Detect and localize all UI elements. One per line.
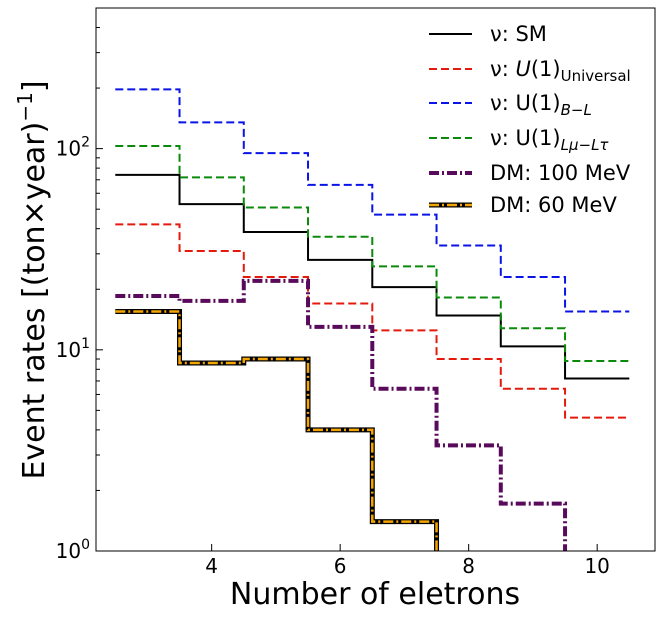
series-line-2 <box>115 223 630 419</box>
legend-label-1: ν: SM <box>490 22 547 46</box>
y-axis-title: Event rates [(ton×year)−1] <box>13 80 52 479</box>
plot-frame <box>95 7 656 552</box>
x-tick-label: 8 <box>462 554 475 578</box>
x-tick-label: 4 <box>205 554 218 578</box>
y-tick-label: 101 <box>56 336 90 362</box>
series-line-6-overlay <box>115 310 438 551</box>
y-tick-label: 100 <box>56 537 90 563</box>
y-axis-title-exponent: −1 <box>13 92 37 121</box>
y-tick-label: 102 <box>56 135 90 161</box>
legend-label-3: ν: U(1)B−L <box>490 91 592 119</box>
legend-label-2: ν: U(1)Universal <box>490 57 631 85</box>
legend: ν: SM ν: U(1)Universal ν: U(1)B−L ν: U(1)Lμ… <box>429 22 631 217</box>
series-layer <box>115 88 630 551</box>
x-tick-label: 6 <box>334 554 347 578</box>
legend-label-4: ν: U(1)Lμ−Lτ <box>490 126 609 154</box>
series-line-3 <box>115 88 630 313</box>
legend-label-6: DM: 60 MeV <box>490 193 617 217</box>
series-line-1 <box>115 173 630 380</box>
plot-area <box>96 8 655 551</box>
x-axis-title: Number of eletrons <box>230 577 520 612</box>
legend-label-5: DM: 100 MeV <box>490 161 631 185</box>
ticks-layer: 4 6 8 10 100 101 102 <box>56 26 610 578</box>
series-line-4 <box>115 145 630 362</box>
x-tick-label: 10 <box>584 554 609 578</box>
